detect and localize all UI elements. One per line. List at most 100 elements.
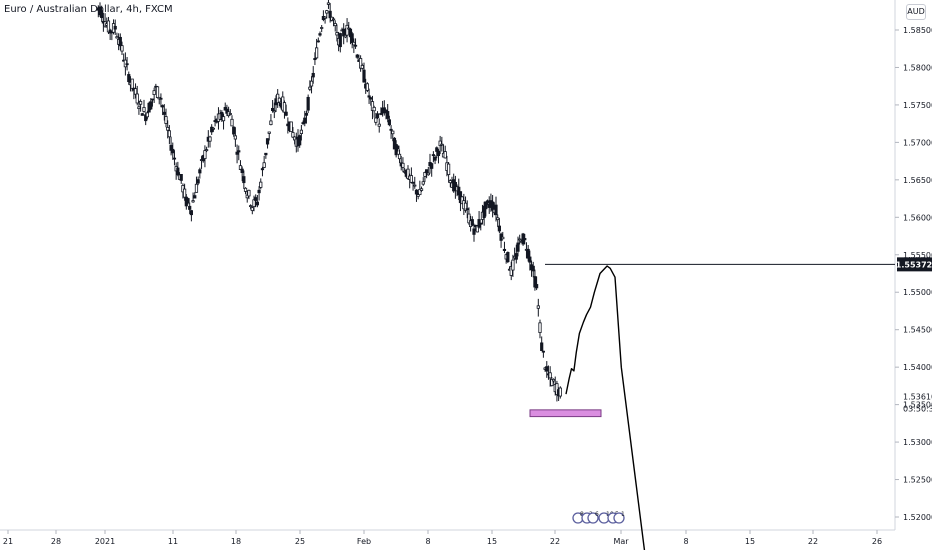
candle-body bbox=[120, 45, 124, 52]
candle-body bbox=[205, 149, 209, 152]
candle-body bbox=[548, 372, 552, 379]
candle-body bbox=[257, 189, 261, 194]
candle-body bbox=[240, 168, 244, 174]
candle-body bbox=[551, 378, 556, 382]
candle-body bbox=[264, 152, 268, 156]
candle-body bbox=[142, 107, 146, 112]
candle-body bbox=[418, 188, 422, 196]
candle-body bbox=[516, 242, 520, 252]
projection-path[interactable] bbox=[565, 265, 646, 554]
candle-body bbox=[194, 183, 199, 193]
candle-body bbox=[211, 127, 215, 130]
support-zone-box[interactable] bbox=[529, 409, 602, 418]
candle-body bbox=[506, 251, 510, 263]
candle-body bbox=[291, 132, 295, 138]
price-tick-label: 1.57500 bbox=[903, 101, 932, 110]
time-tick-label: 22 bbox=[808, 537, 818, 546]
price-tick-label: 1.52000 bbox=[903, 513, 932, 522]
candle-body bbox=[502, 248, 507, 251]
candle-body bbox=[145, 112, 149, 118]
candle-body bbox=[161, 105, 165, 108]
candle-body bbox=[342, 28, 346, 37]
candle-body bbox=[150, 98, 155, 101]
candle-body bbox=[421, 181, 425, 185]
event-marker-icon[interactable] bbox=[587, 512, 599, 524]
candle-body bbox=[130, 78, 134, 89]
candle-body bbox=[414, 189, 419, 195]
candle-body bbox=[265, 138, 270, 145]
candle-body bbox=[271, 107, 275, 112]
candle-body bbox=[470, 219, 474, 226]
time-tick-label: 8 bbox=[683, 537, 688, 546]
event-marker-count: 6 bbox=[595, 511, 599, 518]
candle-body bbox=[472, 228, 476, 235]
candle-body bbox=[304, 113, 309, 116]
time-tick-label: 8 bbox=[425, 537, 430, 546]
candle-body bbox=[416, 194, 420, 197]
candle-body bbox=[377, 123, 381, 127]
candle-body bbox=[196, 179, 200, 184]
candle-body bbox=[320, 27, 324, 29]
currency-badge[interactable]: AUD bbox=[906, 4, 926, 20]
candle-body bbox=[355, 54, 359, 58]
candle-body bbox=[535, 284, 539, 289]
candle-body bbox=[228, 113, 232, 115]
candle-body bbox=[448, 180, 452, 184]
candle-body bbox=[497, 225, 501, 232]
time-tick-label: Feb bbox=[357, 537, 371, 546]
candle-body bbox=[457, 186, 461, 196]
candle-body bbox=[189, 210, 193, 216]
candle-body bbox=[233, 135, 237, 140]
event-marker-count: 8 bbox=[580, 511, 584, 518]
candle-body bbox=[203, 150, 207, 159]
time-tick-label: 18 bbox=[231, 537, 241, 546]
event-marker-icon[interactable] bbox=[613, 512, 625, 524]
candle-body bbox=[289, 121, 293, 132]
candle-body bbox=[306, 96, 310, 111]
candle-body bbox=[386, 111, 390, 119]
candle-body bbox=[247, 189, 251, 197]
candle-body bbox=[118, 36, 122, 47]
candle-body bbox=[115, 36, 119, 39]
candle-body bbox=[313, 58, 317, 61]
price-tick-label: 1.52500 bbox=[903, 476, 932, 485]
candle-body bbox=[440, 143, 444, 146]
price-tick-label: 1.58500 bbox=[903, 26, 932, 35]
candle-body bbox=[242, 176, 246, 184]
candle-body bbox=[494, 204, 498, 216]
time-tick-label: 11 bbox=[168, 537, 178, 546]
candle-body bbox=[443, 151, 447, 159]
candle-body bbox=[401, 162, 405, 168]
resistance-price-tag[interactable] bbox=[897, 257, 932, 272]
candle-body bbox=[325, 10, 329, 14]
candle-body bbox=[308, 86, 312, 90]
candle-body bbox=[465, 208, 469, 211]
candle-body bbox=[531, 265, 535, 272]
candle-body bbox=[365, 83, 369, 91]
candle-body bbox=[541, 350, 545, 353]
candle-body bbox=[426, 172, 430, 176]
candle-body bbox=[514, 253, 518, 260]
candle-body bbox=[179, 173, 183, 181]
candle-body bbox=[113, 25, 117, 30]
candle-body bbox=[133, 88, 138, 95]
candle-body bbox=[433, 156, 437, 161]
candle-body bbox=[391, 130, 395, 135]
candle-body bbox=[523, 238, 527, 241]
candle-body bbox=[249, 205, 253, 208]
candle-body bbox=[106, 20, 111, 33]
time-tick-label: Mar bbox=[613, 537, 629, 546]
candle-body bbox=[362, 69, 366, 83]
candle-body bbox=[413, 184, 417, 187]
time-tick-label: 15 bbox=[745, 537, 755, 546]
candle-body bbox=[431, 154, 435, 156]
candle-body bbox=[171, 148, 175, 154]
price-tick-label: 1.56000 bbox=[903, 213, 932, 222]
candle-body bbox=[374, 117, 378, 123]
candle-body bbox=[188, 205, 192, 210]
candle-body bbox=[152, 90, 156, 95]
symbol-title[interactable]: Euro / Australian Dollar, 4h, FXCM bbox=[4, 4, 173, 15]
time-tick-label: 25 bbox=[295, 537, 305, 546]
time-tick-label: 26 bbox=[872, 537, 882, 546]
